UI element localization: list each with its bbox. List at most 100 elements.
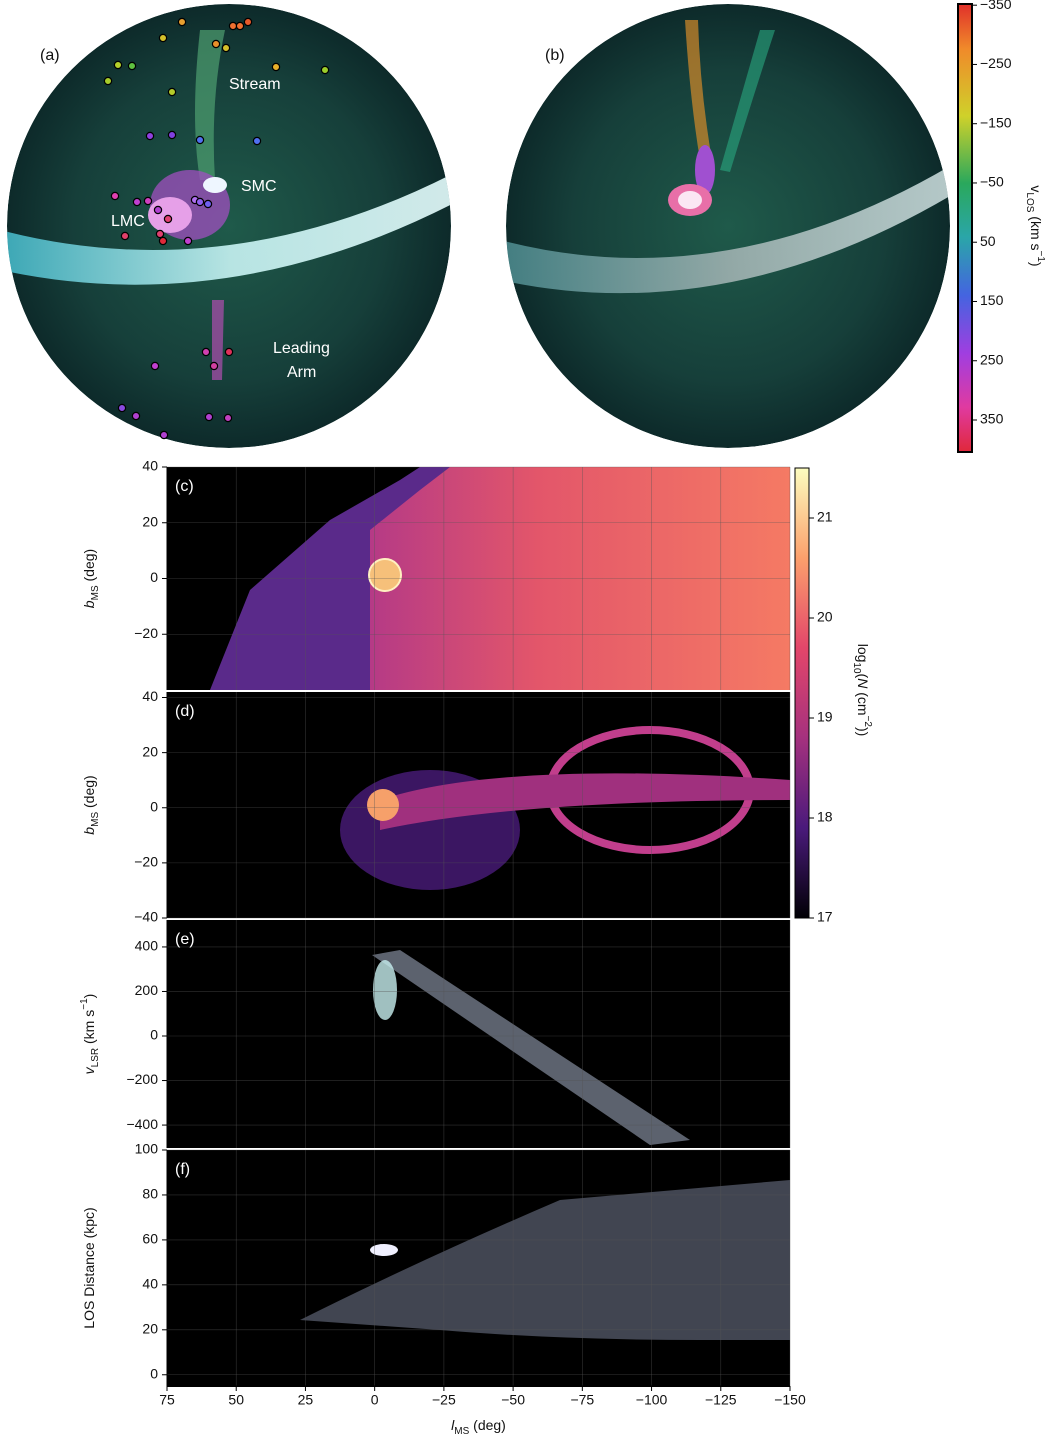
- tick-label: −150: [980, 114, 1012, 130]
- sky-marker: [203, 199, 213, 209]
- sky-marker: [145, 131, 155, 141]
- sky-marker: [159, 430, 169, 440]
- axis-label: vLOS (km s−1): [1024, 185, 1046, 266]
- sky-marker: [167, 87, 177, 97]
- axis-label-part: MS: [90, 812, 101, 827]
- tick-label: 21: [817, 509, 833, 525]
- sky-marker: [158, 33, 168, 43]
- sky-marker: [155, 229, 165, 239]
- tick-label: 50: [980, 233, 996, 249]
- x-tick-label: 50: [228, 1392, 244, 1408]
- y-tick-label: 400: [135, 938, 159, 954]
- sky-label: Leading: [273, 340, 330, 357]
- sky-marker: [183, 236, 193, 246]
- axis-label-part: −1: [1035, 251, 1046, 263]
- sky-marker: [132, 197, 142, 207]
- y-tick-label: −40: [134, 909, 158, 925]
- x-tick-label: 75: [159, 1392, 175, 1408]
- sky-marker: [131, 411, 141, 421]
- x-tick-label: −150: [774, 1392, 806, 1408]
- x-tick-label: 25: [298, 1392, 314, 1408]
- y-tick-label: 100: [135, 1141, 159, 1157]
- axis-label: bMS (deg): [81, 775, 101, 834]
- panel-label: (e): [175, 931, 195, 948]
- sky-marker: [120, 231, 130, 241]
- y-tick-label: 0: [150, 1027, 158, 1043]
- y-tick-label: 40: [142, 688, 158, 704]
- y-tick-label: 20: [142, 743, 158, 759]
- x-tick-label: −25: [432, 1392, 456, 1408]
- axis-label-part: N: [855, 678, 871, 689]
- axis-label-part: (km s: [1028, 212, 1044, 250]
- sky-marker: [163, 214, 173, 224]
- tick-label: 20: [817, 609, 833, 625]
- y-tick-label: 0: [150, 798, 158, 814]
- y-tick-label: 80: [142, 1186, 158, 1202]
- axis-label: bMS (deg): [81, 549, 101, 608]
- panel-label: (f): [175, 1161, 190, 1178]
- axis-label: LOS Distance (kpc): [81, 1207, 97, 1328]
- axis-label-part: LSR: [90, 1048, 101, 1067]
- y-tick-label: 60: [142, 1231, 158, 1247]
- axis-label-part: (deg): [81, 549, 97, 586]
- tick-label: 350: [980, 411, 1004, 427]
- sky-label: LMC: [111, 213, 145, 230]
- tick-label: 17: [817, 909, 833, 925]
- axis-label-part: (: [855, 674, 871, 679]
- axis-label-part: MS: [90, 585, 101, 600]
- sky-marker: [221, 43, 231, 53]
- panel-label: (b): [545, 47, 565, 64]
- axis-label-part: (cm: [855, 688, 871, 715]
- panel-label: (a): [40, 47, 60, 64]
- sky-marker: [127, 61, 137, 71]
- sky-marker: [167, 130, 177, 140]
- sky-marker: [113, 60, 123, 70]
- x-tick-label: −100: [636, 1392, 668, 1408]
- axis-label-part: )): [855, 727, 871, 736]
- axis-label-part: ): [81, 994, 97, 999]
- axis-label-part: −1: [79, 998, 90, 1010]
- axis-label-part: (deg): [469, 1417, 506, 1433]
- axis-label-part: b: [81, 600, 97, 608]
- sky-marker: [195, 135, 205, 145]
- sky-label: Stream: [229, 76, 281, 93]
- colorbar: [794, 467, 810, 919]
- axis-label: lMS (deg): [451, 1417, 506, 1437]
- axis-label: vLSR (km s−1): [79, 994, 101, 1075]
- panel-label: (c): [175, 478, 194, 495]
- sky-marker: [103, 76, 113, 86]
- x-tick-label: −125: [705, 1392, 737, 1408]
- axis-label-part: v: [1028, 185, 1044, 192]
- sky-marker: [271, 62, 281, 72]
- y-tick-label: −20: [134, 854, 158, 870]
- x-tick-label: 0: [371, 1392, 379, 1408]
- axis-label-part: l: [451, 1417, 455, 1433]
- sky-marker: [150, 361, 160, 371]
- y-tick-label: −20: [134, 625, 158, 641]
- sky-marker: [195, 197, 205, 207]
- tick-label: 19: [817, 709, 833, 725]
- colorbar: [957, 3, 973, 453]
- y-tick-label: 20: [142, 513, 158, 529]
- axis-label-part: b: [81, 827, 97, 835]
- y-tick-label: 40: [142, 458, 158, 474]
- sky-marker: [110, 191, 120, 201]
- sky-marker: [243, 17, 253, 27]
- panel-label: (d): [175, 703, 195, 720]
- axis-label-part: ): [1028, 262, 1044, 267]
- sky-marker: [235, 21, 245, 31]
- axis-label-part: (km s: [81, 1010, 97, 1048]
- sky-image: [7, 4, 451, 448]
- sky-image: [506, 4, 950, 448]
- tick-label: 150: [980, 292, 1004, 308]
- sky-marker: [177, 17, 187, 27]
- tick-label: 18: [817, 809, 833, 825]
- y-tick-label: 0: [150, 1365, 158, 1381]
- sky-marker: [223, 413, 233, 423]
- axis-label-part: LOS Distance (kpc): [81, 1207, 97, 1328]
- x-tick-label: −75: [570, 1392, 594, 1408]
- sky-marker: [252, 136, 262, 146]
- sky-marker: [224, 347, 234, 357]
- y-tick-label: 20: [142, 1321, 158, 1337]
